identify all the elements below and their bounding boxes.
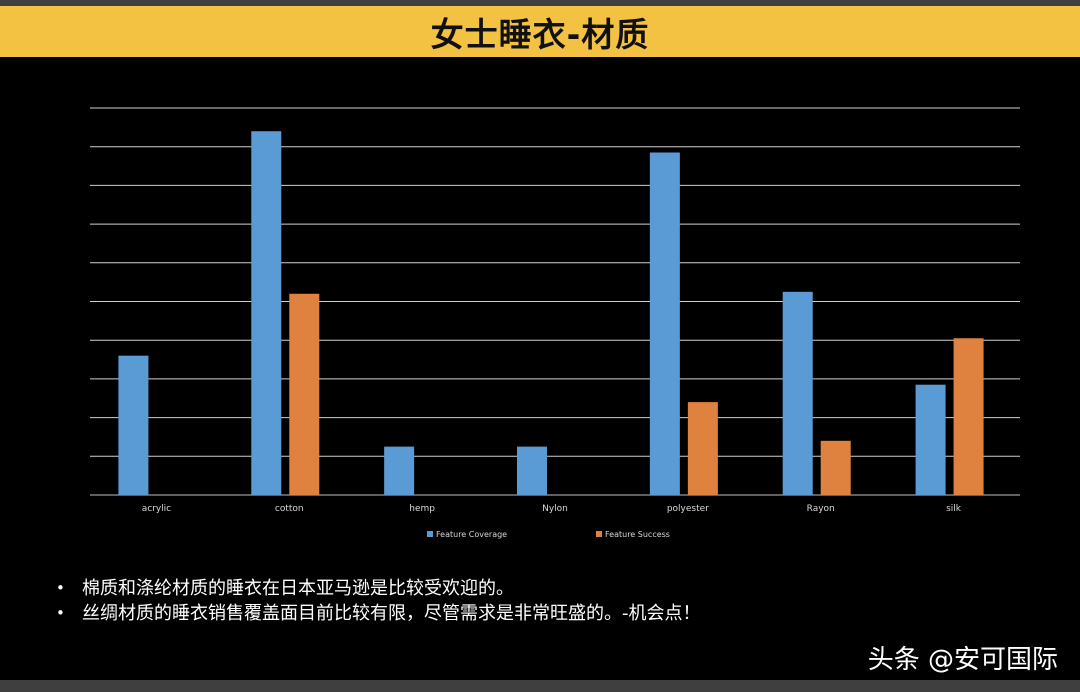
bar-feature-success-rayon bbox=[820, 440, 851, 495]
x-tick-label: silk bbox=[946, 504, 962, 514]
bar-feature-coverage-cotton bbox=[251, 131, 282, 495]
bar-feature-coverage-nylon bbox=[517, 446, 547, 495]
legend-swatch bbox=[596, 531, 602, 537]
x-tick-label: acrylic bbox=[142, 504, 171, 514]
title-bar: 女士睡衣-材质 bbox=[0, 6, 1080, 57]
bottom-strip bbox=[0, 680, 1080, 692]
top-strip bbox=[0, 0, 1080, 6]
legend-label: Feature Success bbox=[605, 530, 670, 539]
bullet-text: 丝绸材质的睡衣销售覆盖面目前比较有限，尽管需求是非常旺盛的。-机会点！ bbox=[82, 603, 701, 624]
bullet-dot: • bbox=[56, 604, 65, 622]
bar-feature-coverage-hemp bbox=[384, 446, 415, 495]
bullet-text: 棉质和涤纶材质的睡衣在日本亚马逊是比较受欢迎的。 bbox=[82, 578, 514, 599]
slide-title: 女士睡衣-材质 bbox=[430, 14, 650, 54]
bar-feature-success-cotton bbox=[289, 293, 320, 495]
bullet-list: • 棉质和涤纶材质的睡衣在日本亚马逊是比较受欢迎的。 • 丝绸材质的睡衣销售覆盖… bbox=[56, 576, 1036, 626]
x-tick-label: Nylon bbox=[542, 504, 568, 514]
bar-feature-success-silk bbox=[953, 338, 984, 495]
x-tick-label: polyester bbox=[667, 504, 709, 514]
bar-feature-success-polyester bbox=[687, 402, 718, 495]
bar-feature-coverage-silk bbox=[915, 384, 946, 495]
bullet-item: • 棉质和涤纶材质的睡衣在日本亚马逊是比较受欢迎的。 bbox=[56, 576, 1036, 601]
bar-feature-coverage-rayon bbox=[782, 291, 813, 495]
legend-swatch bbox=[427, 531, 433, 537]
bar-chart: acrylic cotton hemp Nylon polyester Rayon silk… bbox=[90, 107, 1020, 539]
x-tick-label: cotton bbox=[275, 504, 304, 514]
bar-feature-coverage-polyester bbox=[649, 152, 680, 495]
bar-feature-coverage-acrylic bbox=[118, 355, 149, 495]
x-tick-label: hemp bbox=[409, 504, 435, 514]
bullet-dot: • bbox=[56, 579, 65, 597]
x-tick-label: Rayon bbox=[807, 504, 835, 514]
watermark: 头条 @安可国际 bbox=[867, 645, 1058, 675]
bullet-item: • 丝绸材质的睡衣销售覆盖面目前比较有限，尽管需求是非常旺盛的。-机会点！ bbox=[56, 601, 1036, 626]
legend-label: Feature Coverage bbox=[436, 530, 507, 539]
